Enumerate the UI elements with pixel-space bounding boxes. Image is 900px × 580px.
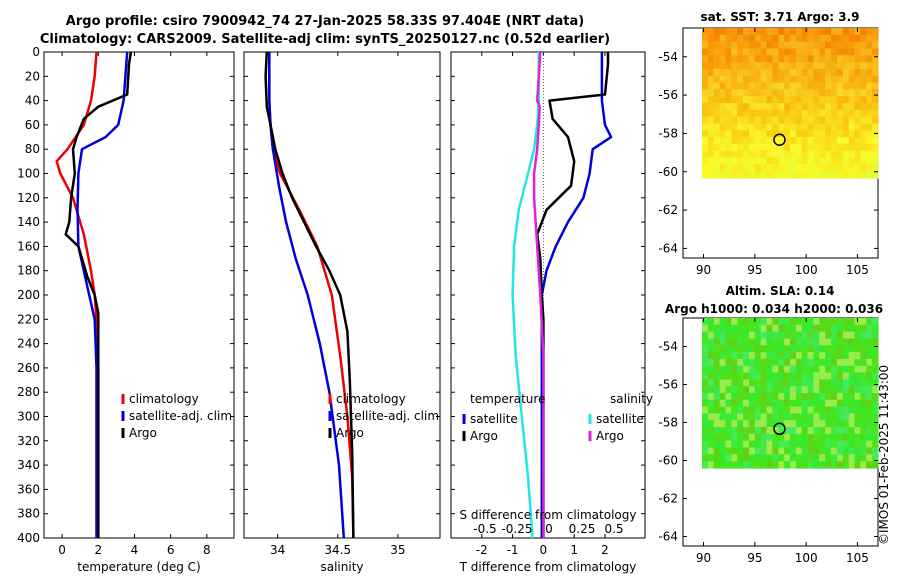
sla-map-title-line1: Altim. SLA: 0.14: [725, 284, 835, 298]
map-ytick-label: -62: [658, 203, 678, 217]
ytick-label: 200: [17, 288, 40, 302]
ytick-label: 20: [25, 69, 40, 83]
map-ytick-label: -54: [658, 50, 678, 64]
series-line-temperature-satellite-adj-clim: [76, 51, 129, 538]
panel-frame-difference: [450, 51, 646, 539]
map-ytick-label: -56: [658, 378, 678, 392]
ytick-label: 100: [17, 167, 40, 181]
ytick-label: 240: [17, 337, 40, 351]
xaxis-label-temperature: temperature (deg C): [77, 560, 200, 574]
ytick-label: 120: [17, 191, 40, 205]
map-xtick-label: 95: [747, 263, 762, 277]
xtick-label: 2: [601, 543, 609, 557]
diff-top-axis-label: S difference from climatology: [460, 508, 637, 522]
ytick-label: 60: [25, 118, 40, 132]
diff-salinity-tick-label: -0.25: [501, 522, 532, 536]
xtick-label: 1: [570, 543, 578, 557]
diff-legend-salinity-title: salinity: [610, 392, 653, 406]
sst-map-image: [702, 28, 879, 179]
ytick-label: 40: [25, 94, 40, 108]
ytick-label: 300: [17, 410, 40, 424]
sst-map-title: sat. SST: 3.71 Argo: 3.9: [700, 10, 860, 24]
ytick-label: 140: [17, 215, 40, 229]
temp-legend-label: climatology: [129, 392, 199, 406]
sal-legend-label: Argo: [336, 426, 364, 440]
xtick-label: 4: [131, 543, 139, 557]
ytick-label: 320: [17, 434, 40, 448]
xtick-label: -1: [507, 543, 519, 557]
sla-argo-location-marker: [773, 422, 786, 436]
map-ytick-label: -56: [658, 88, 678, 102]
diff-legend-temperature-title: temperature: [470, 392, 545, 406]
map-ytick-label: -60: [658, 165, 678, 179]
map-ytick-label: -64: [658, 241, 678, 255]
map-xtick-label: 100: [795, 263, 818, 277]
map-xtick-label: 105: [846, 263, 869, 277]
ytick-label: 340: [17, 458, 40, 472]
xtick-label: 34.5: [324, 543, 351, 557]
sla-map-image: [702, 318, 879, 469]
xtick-label: -2: [476, 543, 488, 557]
diff-legend-temperature-label: satellite: [470, 412, 518, 426]
ytick-label: 160: [17, 239, 40, 253]
temp-legend-label: satellite-adj. clim: [129, 409, 232, 423]
ytick-label: 360: [17, 482, 40, 496]
map-xtick-label: 90: [696, 263, 711, 277]
panel-frame-temperature: [43, 51, 235, 539]
map-ytick-label: -58: [658, 416, 678, 430]
diff-salinity-tick-label: 0: [545, 522, 553, 536]
series-line-difference-s-argo: [532, 51, 545, 538]
ytick-label: 280: [17, 385, 40, 399]
map-xtick-label: 95: [747, 551, 762, 565]
map-ytick-label: -60: [658, 454, 678, 468]
diff-legend-salinity-label: Argo: [596, 429, 624, 443]
xtick-label: 0: [58, 543, 66, 557]
map-xtick-label: 90: [696, 551, 711, 565]
xtick-label: 34: [270, 543, 285, 557]
ytick-label: 80: [25, 142, 40, 156]
ytick-label: 180: [17, 264, 40, 278]
diff-salinity-tick-label: 0.5: [604, 522, 623, 536]
figure-title-line1: Argo profile: csiro 7900942_74 27-Jan-20…: [65, 14, 585, 29]
map-ytick-label: -62: [658, 492, 678, 506]
series-line-salinity-satellite-adj-clim: [268, 52, 346, 539]
map-ytick-label: -58: [658, 126, 678, 140]
xtick-label: 35: [390, 543, 405, 557]
sla-map-title-line2: Argo h1000: 0.034 h2000: 0.036: [664, 302, 884, 316]
xtick-label: 0: [540, 543, 548, 557]
map-xtick-label: 100: [795, 551, 818, 565]
xtick-label: 6: [167, 543, 175, 557]
diff-salinity-tick-label: 0.25: [569, 522, 596, 536]
temp-legend-label: Argo: [129, 426, 157, 440]
series-line-salinity-argo: [264, 51, 355, 539]
xtick-label: 8: [203, 543, 211, 557]
ytick-label: 220: [17, 312, 40, 326]
figure-title-line2: Climatology: CARS2009. Satellite-adj cli…: [39, 32, 611, 47]
ytick-label: 400: [17, 531, 40, 545]
xaxis-label-difference: T difference from climatology: [459, 560, 637, 574]
panel-frame-salinity: [243, 51, 441, 539]
series-line-temperature-argo: [64, 51, 133, 538]
diff-legend-temperature-label: Argo: [470, 429, 498, 443]
map-ytick-label: -64: [658, 530, 678, 544]
series-line-difference-s-satellite: [511, 52, 541, 539]
diff-legend-salinity-label: satellite: [596, 412, 644, 426]
sal-legend-label: climatology: [336, 392, 406, 406]
map-ytick-label: -54: [658, 340, 678, 354]
xaxis-label-salinity: salinity: [320, 560, 363, 574]
xtick-label: 2: [94, 543, 102, 557]
ytick-label: 260: [17, 361, 40, 375]
map-xtick-label: 105: [846, 551, 869, 565]
ytick-label: 380: [17, 507, 40, 521]
diff-salinity-tick-label: -0.5: [473, 522, 496, 536]
sst-argo-location-marker: [773, 133, 786, 146]
sal-legend-label: satellite-adj. clim: [336, 409, 439, 423]
ytick-label: 0: [32, 45, 40, 59]
